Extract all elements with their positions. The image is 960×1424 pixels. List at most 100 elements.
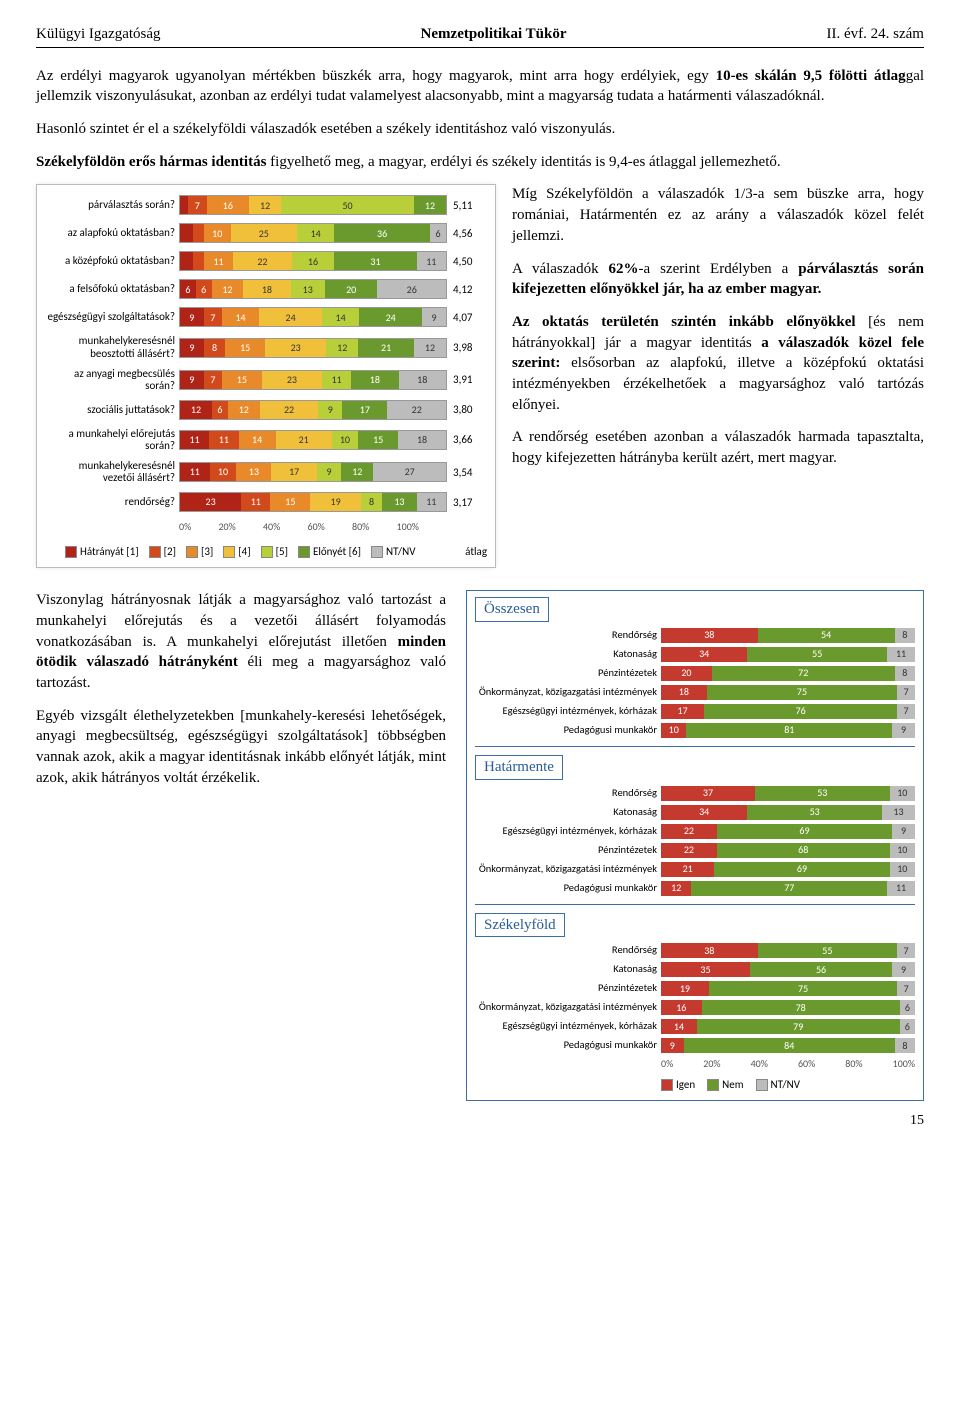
chart1-bars: 981523122112 <box>179 338 447 358</box>
chart2-seg: 16 <box>661 1000 702 1015</box>
chart1-seg: 6 <box>212 401 228 419</box>
header-right: II. évf. 24. szám <box>827 24 924 45</box>
chart2-seg: 20 <box>661 666 712 681</box>
chart1-seg: 12 <box>180 401 212 419</box>
chart1-seg: 12 <box>414 339 446 357</box>
chart1-seg: 10 <box>204 224 231 242</box>
chart1-seg: 20 <box>325 280 378 298</box>
chart1-seg <box>180 224 193 242</box>
chart2-seg: 8 <box>895 1038 915 1053</box>
chart1-row: munkahelykeresésnél vezetői állásért?111… <box>45 460 487 484</box>
chart1-row: a munkahelyi előrejutás során?1111142110… <box>45 428 487 452</box>
chart2-bars: 20728 <box>661 666 915 681</box>
chart1-avg: 4,07 <box>447 310 487 325</box>
chart1-row: egészségügyi szolgáltatások?971424142494… <box>45 307 487 327</box>
chart2-bars: 35569 <box>661 962 915 977</box>
chart1-seg: 22 <box>387 401 446 419</box>
para-1a: Az erdélyi magyarok ugyanolyan mértékben… <box>36 68 716 84</box>
chart1-seg: 10 <box>210 463 237 481</box>
chart1-seg: 21 <box>358 339 414 357</box>
chart2-row: Egészségügyi intézmények, kórházak17767 <box>475 704 915 719</box>
para-1: Az erdélyi magyarok ugyanolyan mértékben… <box>36 66 924 107</box>
chart2-seg: 75 <box>709 981 898 996</box>
chart-2: ÖsszesenRendőrség38548Katonaság345511Pén… <box>466 590 924 1101</box>
chart1-seg <box>193 224 204 242</box>
chart2-row: Egészségügyi intézmények, kórházak22699 <box>475 824 915 839</box>
chart2-group-title: Határmente <box>475 755 563 780</box>
chart2-seg: 22 <box>661 843 717 858</box>
chart2-seg: 8 <box>895 628 915 643</box>
chart1-avg: 5,11 <box>447 198 487 213</box>
chart2-bars: 22699 <box>661 824 915 839</box>
chart2-seg: 7 <box>897 981 915 996</box>
chart1-avg: 3,80 <box>447 402 487 417</box>
header-rule <box>36 47 924 48</box>
chart1-row-label: az alapfokú oktatásban? <box>45 227 179 239</box>
chart1-seg: 50 <box>281 196 414 214</box>
header-center: Nemzetpolitikai Tükör <box>421 24 567 45</box>
chart2-seg: 34 <box>661 805 747 820</box>
chart2-row-label: Rendőrség <box>475 788 661 799</box>
r3a: Az oktatás területén szintén inkább előn… <box>512 314 856 330</box>
chart2-seg: 79 <box>697 1019 900 1034</box>
chart1-row-label: a középfokú oktatásban? <box>45 255 179 267</box>
chart-text-row: párválasztás során?7161250125,11az alapf… <box>36 184 924 568</box>
chart2-bars: 9848 <box>661 1038 915 1053</box>
chart1-seg: 9 <box>422 308 446 326</box>
r2a: A válaszadók <box>512 261 609 277</box>
chart2-row-label: Katonaság <box>475 649 661 660</box>
chart2-bars: 345511 <box>661 647 915 662</box>
chart2-seg: 9 <box>892 962 915 977</box>
chart1-bars: 11111421101518 <box>179 430 447 450</box>
chart2-row-label: Egészségügyi intézmények, kórházak <box>475 826 661 837</box>
chart1-seg: 24 <box>259 308 322 326</box>
chart1-seg: 9 <box>180 339 204 357</box>
chart2-seg: 69 <box>717 824 892 839</box>
chart1-seg: 11 <box>209 431 238 449</box>
chart1-seg: 15 <box>222 371 262 389</box>
bottom-row: Viszonylag hátrányosnak látják a magyars… <box>36 590 924 1101</box>
chart2-row-label: Pénzintézetek <box>475 845 661 856</box>
chart1-row-label: párválasztás során? <box>45 199 179 211</box>
chart1-seg: 18 <box>243 280 290 298</box>
chart2-row: Pénzintézetek20728 <box>475 666 915 681</box>
chart1-seg: 31 <box>334 252 416 270</box>
chart2-seg: 68 <box>717 843 890 858</box>
chart1-seg: 19 <box>310 493 361 511</box>
chart2-bars: 18757 <box>661 685 915 700</box>
chart2-seg: 18 <box>661 685 707 700</box>
para-3b: figyelhető meg, a magyar, erdélyi és szé… <box>266 154 780 170</box>
chart1-seg: 12 <box>341 463 373 481</box>
chart2-row-label: Rendőrség <box>475 630 661 641</box>
chart1-bars: 102514366 <box>179 223 447 243</box>
para-3a: Székelyföldön erős hármas identitás <box>36 154 266 170</box>
chart2-row: Egészségügyi intézmények, kórházak14796 <box>475 1019 915 1034</box>
chart1-row-label: egészségügyi szolgáltatások? <box>45 311 179 323</box>
chart1-row-label: szociális juttatások? <box>45 404 179 416</box>
chart1-avg: 4,56 <box>447 226 487 241</box>
chart2-seg: 10 <box>890 862 915 877</box>
chart2-seg: 8 <box>895 666 915 681</box>
chart1-seg: 17 <box>271 463 317 481</box>
left-text-column: Viszonylag hátrányosnak látják a magyars… <box>36 590 446 1101</box>
chart2-seg: 81 <box>686 723 892 738</box>
chart1-bars: 97142414249 <box>179 307 447 327</box>
chart1-bars: 661218132026 <box>179 279 447 299</box>
chart2-bars: 14796 <box>661 1019 915 1034</box>
chart-1: párválasztás során?7161250125,11az alapf… <box>36 184 496 568</box>
chart2-seg: 38 <box>661 628 758 643</box>
chart2-row: Önkormányzat, közigazgatási intézmények1… <box>475 1000 915 1015</box>
chart1-seg: 9 <box>180 371 204 389</box>
r3d: elsősorban az alapfokú, illetve a középf… <box>512 355 924 412</box>
chart1-seg: 11 <box>180 463 210 481</box>
chart2-seg: 21 <box>661 862 714 877</box>
r2c: -a szerint Erdélyben a <box>639 261 799 277</box>
chart1-row-label: a felsőfokú oktatásban? <box>45 283 179 295</box>
chart2-row-label: Katonaság <box>475 964 661 975</box>
chart2-seg: 17 <box>661 704 704 719</box>
chart2-row: Pénzintézetek226810 <box>475 843 915 858</box>
chart2-seg: 37 <box>661 786 755 801</box>
chart2-row-label: Pedagógusi munkakör <box>475 725 661 736</box>
chart2-legend: IgenNemNT/NV <box>661 1077 915 1092</box>
chart1-seg: 6 <box>430 224 446 242</box>
